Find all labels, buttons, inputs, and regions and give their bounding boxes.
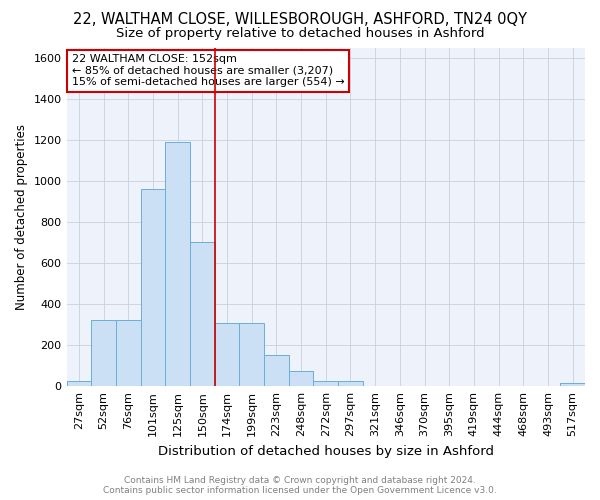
Y-axis label: Number of detached properties: Number of detached properties [15, 124, 28, 310]
X-axis label: Distribution of detached houses by size in Ashford: Distribution of detached houses by size … [158, 444, 494, 458]
Bar [239, 322, 264, 386]
Text: Contains HM Land Registry data © Crown copyright and database right 2024.
Contai: Contains HM Land Registry data © Crown c… [103, 476, 497, 495]
Bar [67, 381, 91, 386]
Bar [338, 381, 363, 386]
Text: Size of property relative to detached houses in Ashford: Size of property relative to detached ho… [116, 28, 484, 40]
Bar [313, 381, 338, 386]
Bar [140, 189, 165, 386]
Bar [91, 320, 116, 386]
Bar [190, 242, 215, 386]
Bar [560, 383, 585, 386]
Text: 22, WALTHAM CLOSE, WILLESBOROUGH, ASHFORD, TN24 0QY: 22, WALTHAM CLOSE, WILLESBOROUGH, ASHFOR… [73, 12, 527, 28]
Bar [264, 356, 289, 386]
Bar [289, 371, 313, 386]
Bar [215, 322, 239, 386]
Text: 22 WALTHAM CLOSE: 152sqm
← 85% of detached houses are smaller (3,207)
15% of sem: 22 WALTHAM CLOSE: 152sqm ← 85% of detach… [72, 54, 344, 88]
Bar [116, 320, 140, 386]
Bar [165, 142, 190, 386]
